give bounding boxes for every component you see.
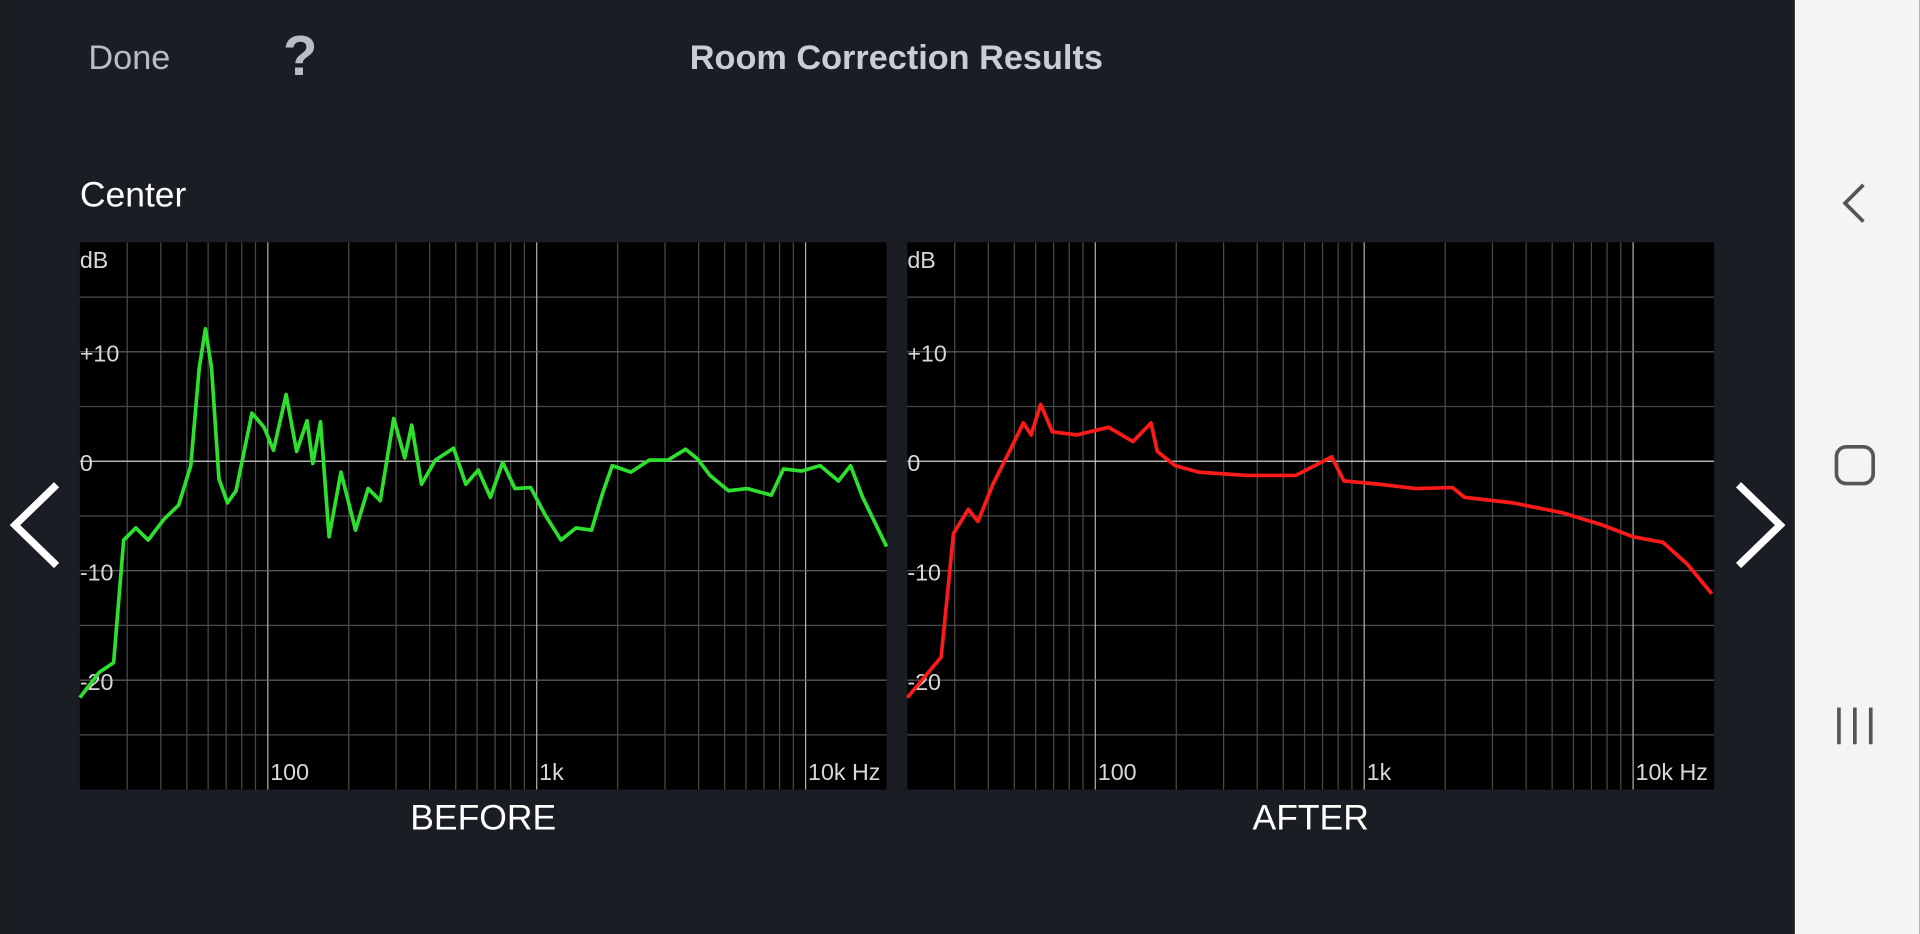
x-tick-label: 10k Hz [1636,759,1708,785]
back-nav[interactable] [1842,183,1865,223]
previous-arrow[interactable] [9,482,60,569]
recents-nav[interactable] [1837,707,1873,745]
y-tick-label: +10 [80,341,120,367]
x-tick-label: 100 [270,759,309,785]
x-tick-label: 100 [1098,759,1137,785]
response-curve [78,326,889,699]
home-nav[interactable] [1834,444,1876,486]
x-tick-label: 1k [1367,759,1392,785]
y-tick-label: -10 [907,559,941,585]
channel-name: Center [80,174,187,214]
response-curve [905,402,1714,699]
chart-title: AFTER [1253,798,1369,838]
y-axis-label: dB [907,247,935,273]
help-button[interactable]: ? [283,24,317,87]
chart-title: BEFORE [410,798,556,838]
y-tick-label: 0 [80,450,93,476]
x-tick-label: 10k Hz [808,759,880,785]
y-tick-label: -10 [80,559,114,585]
x-tick-label: 1k [539,759,564,785]
y-axis-label: dB [80,247,108,273]
next-arrow[interactable] [1735,482,1786,569]
navigation-bar [1794,0,1920,934]
done-button[interactable]: Done [88,39,170,77]
screen-title: Room Correction Results [690,39,1103,77]
y-tick-label: 0 [907,450,920,476]
y-tick-label: +10 [907,341,947,367]
